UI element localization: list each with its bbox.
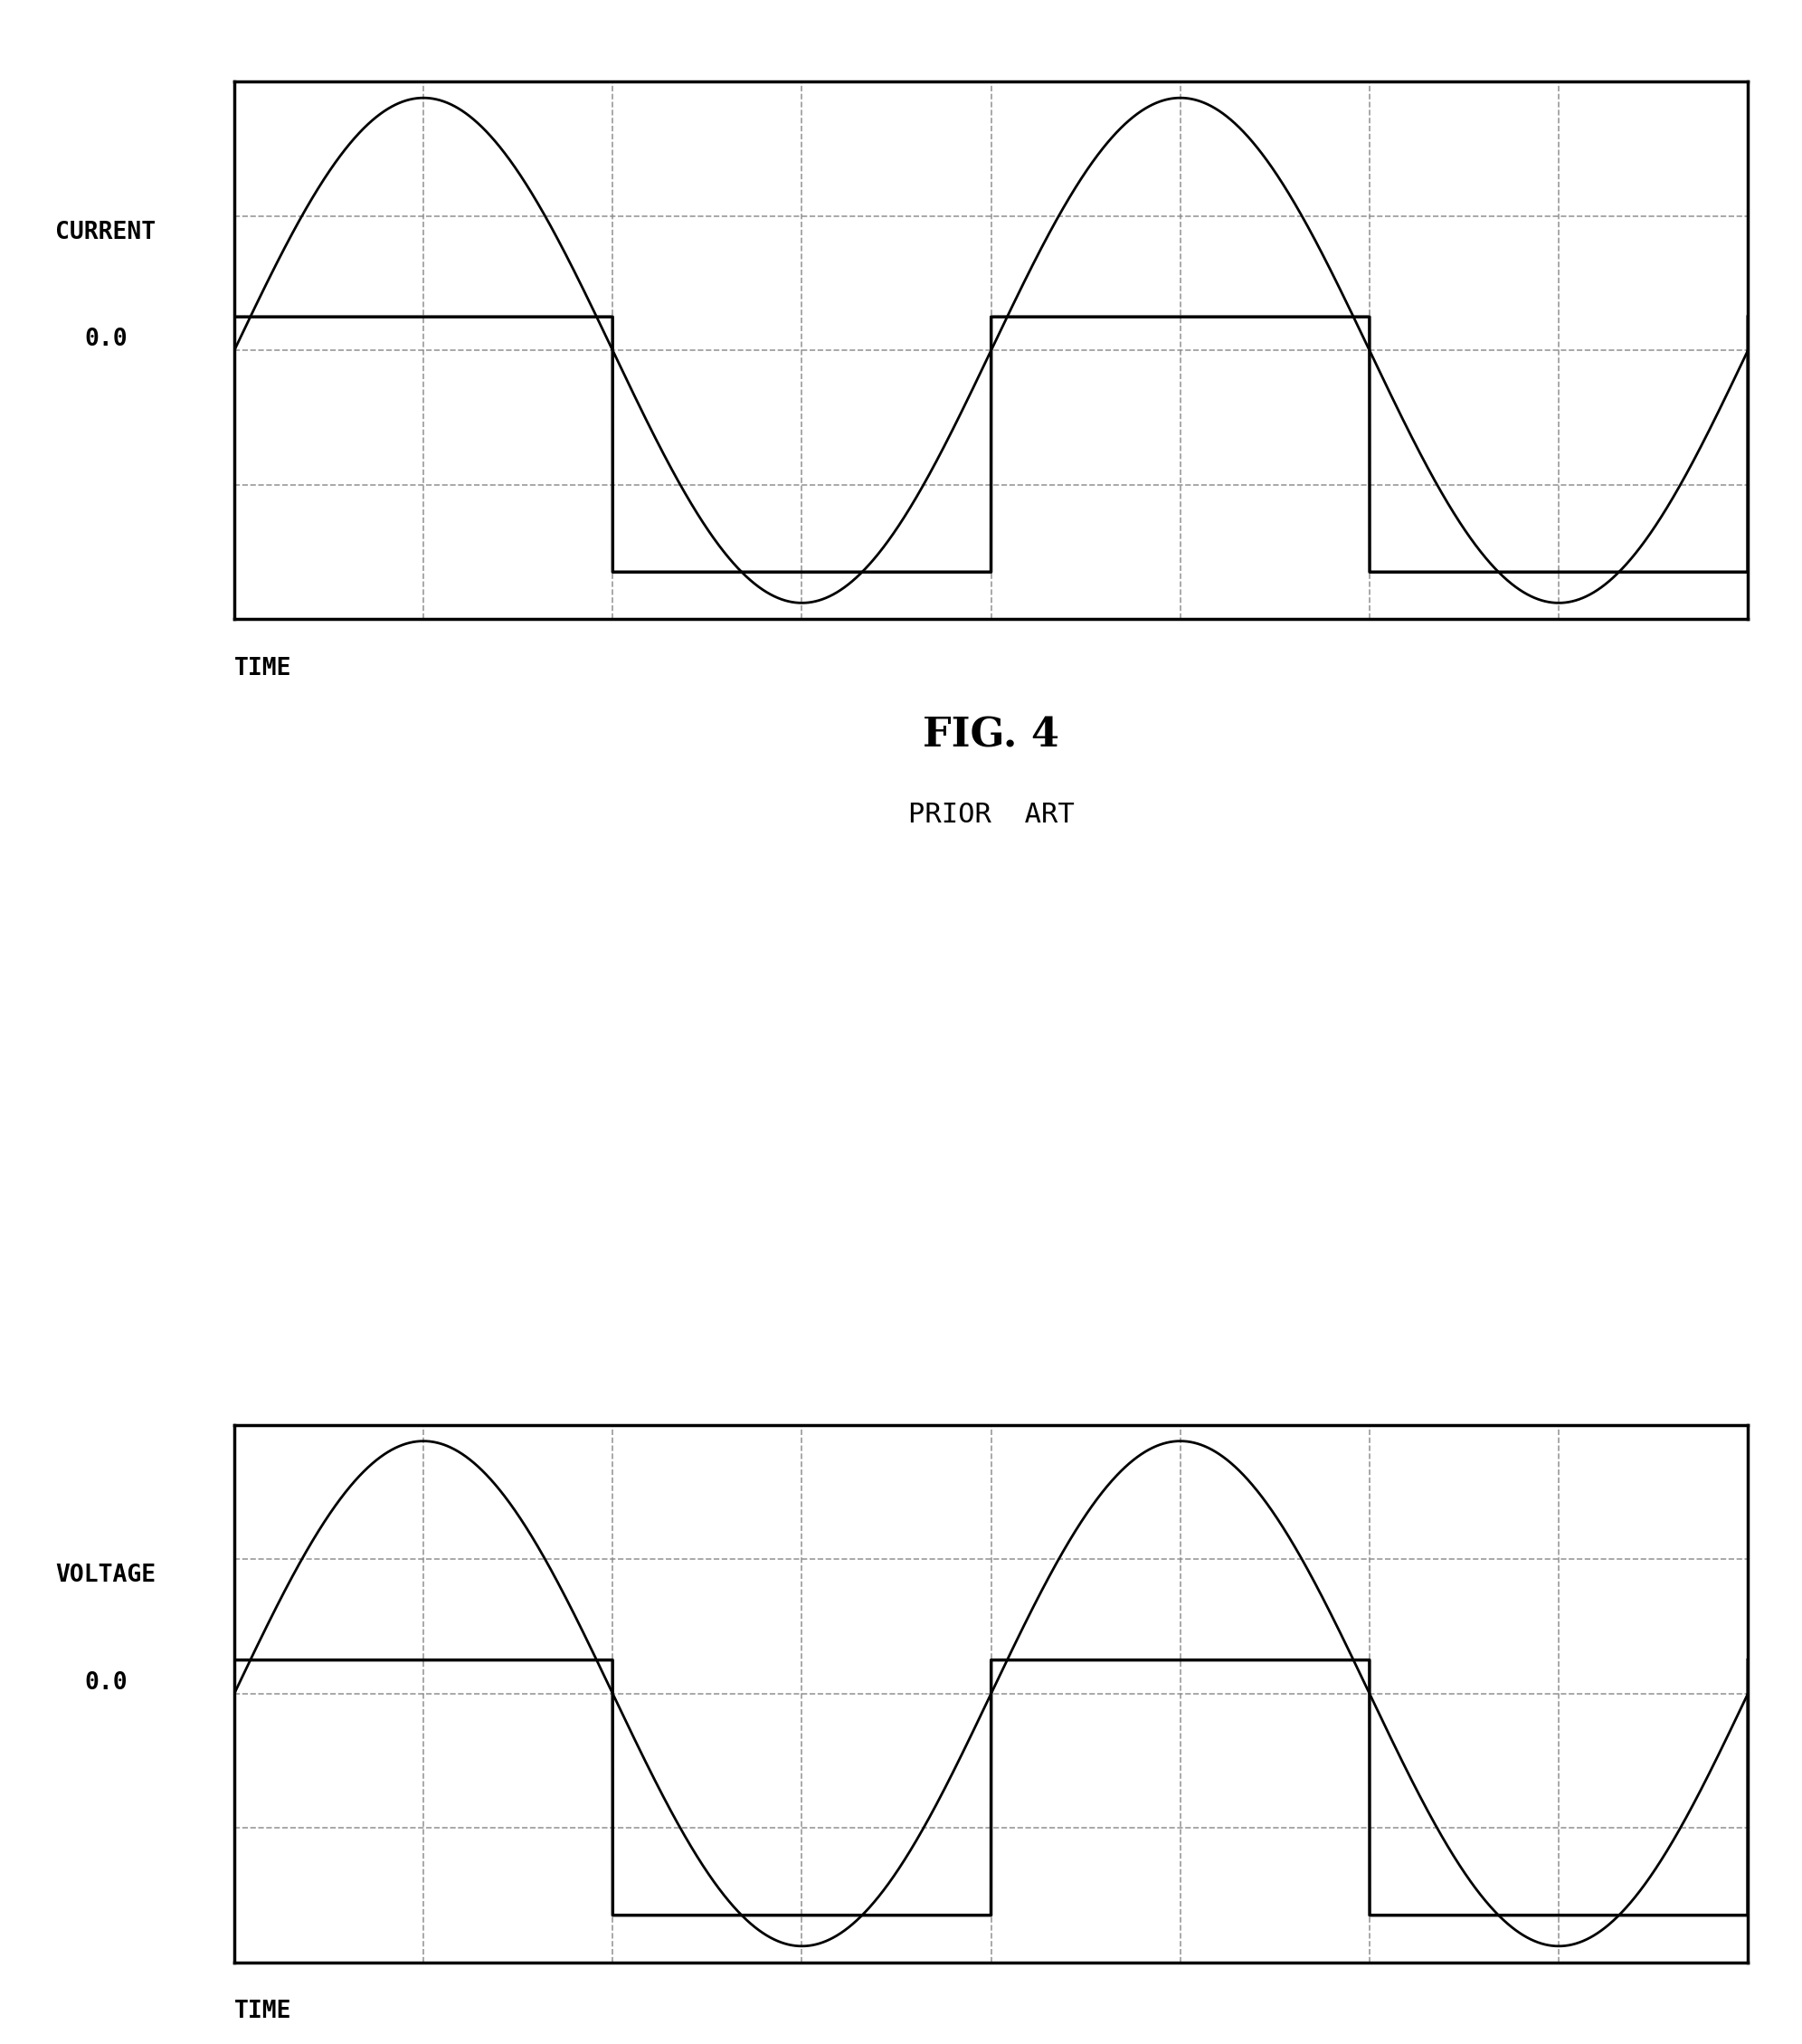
Text: TIME: TIME — [234, 1999, 292, 2024]
Text: TIME: TIME — [234, 656, 292, 681]
Text: CURRENT: CURRENT — [56, 221, 155, 243]
Text: PRIOR  ART: PRIOR ART — [908, 801, 1074, 828]
Text: VOLTAGE: VOLTAGE — [56, 1564, 155, 1586]
Text: FIG. 4: FIG. 4 — [923, 715, 1060, 754]
Text: 0.0: 0.0 — [85, 1672, 128, 1694]
Text: 0.0: 0.0 — [85, 327, 128, 352]
